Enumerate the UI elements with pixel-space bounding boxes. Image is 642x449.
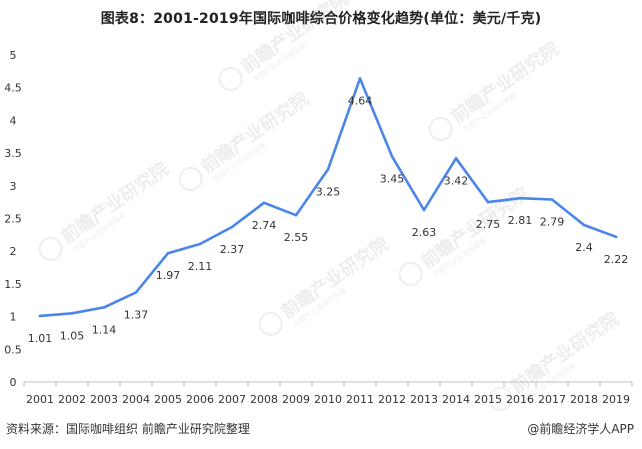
data-point bbox=[262, 201, 266, 205]
y-tick-label: 0 bbox=[10, 376, 17, 389]
y-tick-label: 5 bbox=[10, 49, 17, 62]
data-point bbox=[486, 200, 490, 204]
data-point bbox=[134, 291, 138, 294]
x-tick-label: 2001 bbox=[26, 393, 54, 406]
data-label: 2.55 bbox=[284, 231, 309, 244]
data-point bbox=[358, 77, 362, 80]
x-tick-label: 2010 bbox=[314, 393, 342, 406]
brand-credit: @前瞻经济学人APP bbox=[527, 422, 634, 436]
x-tick-label: 2006 bbox=[186, 393, 214, 406]
data-point bbox=[326, 168, 330, 171]
x-tick-label: 2003 bbox=[90, 393, 118, 406]
y-tick-label: 4.5 bbox=[4, 82, 22, 95]
data-label: 2.79 bbox=[540, 216, 565, 229]
data-point bbox=[230, 225, 234, 229]
x-tick-label: 2018 bbox=[570, 393, 598, 406]
data-point bbox=[198, 242, 202, 246]
data-point bbox=[454, 157, 458, 160]
y-tick-label: 3 bbox=[10, 180, 17, 193]
data-point bbox=[70, 312, 74, 315]
svg-text:前瞻产业研究院: 前瞻产业研究院 bbox=[507, 308, 623, 398]
data-label: 2.74 bbox=[252, 219, 277, 232]
data-label: 2.63 bbox=[412, 226, 437, 239]
data-label: 2.81 bbox=[508, 214, 533, 227]
x-tick-label: 2008 bbox=[250, 393, 278, 406]
x-tick-label: 2015 bbox=[474, 393, 502, 406]
data-label: 3.25 bbox=[316, 185, 341, 198]
svg-text:前瞻产业研究院: 前瞻产业研究院 bbox=[237, 0, 353, 78]
x-tick-label: 2019 bbox=[602, 393, 630, 406]
data-label: 3.42 bbox=[444, 174, 469, 187]
svg-text:前瞻产业研究院: 前瞻产业研究院 bbox=[447, 38, 563, 128]
data-point bbox=[102, 306, 106, 309]
data-label: 1.97 bbox=[156, 269, 181, 282]
data-point bbox=[582, 223, 586, 227]
x-tick-label: 2016 bbox=[506, 393, 534, 406]
data-point bbox=[550, 198, 554, 201]
data-label: 1.14 bbox=[92, 323, 117, 336]
svg-text:前瞻产业研究院: 前瞻产业研究院 bbox=[57, 158, 173, 248]
data-label: 1.01 bbox=[28, 332, 53, 345]
x-tick-label: 2004 bbox=[122, 393, 150, 406]
y-tick-label: 2.5 bbox=[4, 213, 22, 226]
data-label: 2.75 bbox=[476, 218, 501, 231]
data-label: 2.22 bbox=[604, 253, 629, 266]
y-tick-label: 1 bbox=[10, 311, 17, 324]
data-point bbox=[294, 213, 298, 217]
chart-title: 图表8：2001-2019年国际咖啡综合价格变化趋势(单位：美元/千克) bbox=[100, 11, 542, 27]
data-label: 2.11 bbox=[188, 260, 213, 273]
data-label: 4.64 bbox=[348, 95, 373, 108]
x-tick-label: 2013 bbox=[410, 393, 438, 406]
svg-text:前瞻产业研究院: 前瞻产业研究院 bbox=[197, 88, 313, 178]
x-tick-label: 2014 bbox=[442, 393, 470, 406]
y-tick-label: 2 bbox=[10, 245, 17, 258]
y-tick-label: 0.5 bbox=[4, 343, 22, 356]
data-label: 1.05 bbox=[60, 329, 85, 342]
data-label: 1.37 bbox=[124, 308, 149, 321]
svg-text:前瞻产业研究院: 前瞻产业研究院 bbox=[277, 233, 393, 323]
data-point bbox=[614, 235, 618, 239]
data-point bbox=[38, 314, 42, 318]
x-tick-label: 2007 bbox=[218, 393, 246, 406]
source-note: 资料来源：国际咖啡组织 前瞻产业研究院整理 bbox=[6, 422, 250, 436]
data-label: 3.45 bbox=[380, 172, 405, 185]
x-tick-label: 2002 bbox=[58, 393, 86, 406]
x-tick-label: 2005 bbox=[154, 393, 182, 406]
data-label: 2.37 bbox=[220, 243, 245, 256]
x-tick-label: 2012 bbox=[378, 393, 406, 406]
data-point bbox=[422, 208, 426, 212]
x-tick-label: 2009 bbox=[282, 393, 310, 406]
data-point bbox=[518, 196, 522, 200]
data-label: 2.4 bbox=[575, 241, 593, 254]
y-tick-label: 1.5 bbox=[4, 278, 22, 291]
y-tick-label: 4 bbox=[10, 114, 17, 127]
data-point bbox=[166, 251, 170, 255]
x-tick-label: 2011 bbox=[346, 393, 374, 406]
y-tick-label: 3.5 bbox=[4, 147, 22, 160]
data-point bbox=[390, 155, 394, 158]
x-tick-label: 2017 bbox=[538, 393, 566, 406]
